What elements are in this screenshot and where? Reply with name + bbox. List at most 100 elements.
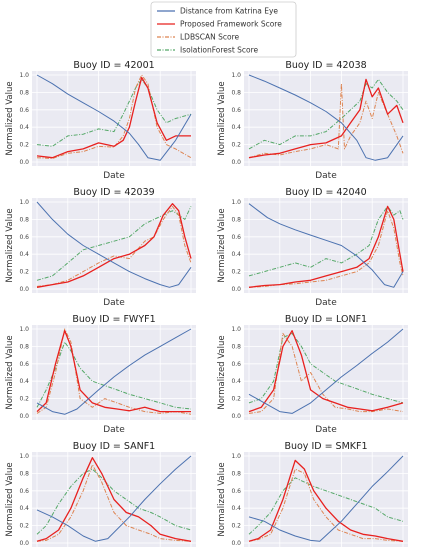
y-tick-label: 0.8 (19, 216, 29, 223)
series-line (248, 203, 404, 288)
y-tick-label: 0.2 (231, 396, 241, 403)
panel: 0.0 0.2 0.4 0.6 0.8 1.0 Buoy ID = 42001 Normali… (5, 60, 196, 181)
y-tick-label: 0.0 (231, 286, 241, 293)
series-line (36, 205, 192, 287)
legend: Distance from Katrina Eye Proposed Framew… (150, 1, 297, 58)
series-line (36, 74, 192, 161)
y-tick-label: 1.0 (231, 453, 241, 460)
y-tick-label: 0.8 (231, 216, 241, 223)
y-tick-label: 0.0 (231, 159, 241, 166)
series-line (36, 203, 192, 288)
series-line (36, 201, 192, 288)
plot-area (244, 325, 408, 420)
y-axis-label: Normalized Value (5, 462, 15, 536)
x-axis-label: Date (315, 298, 337, 308)
panel: 0.0 0.2 0.4 0.6 0.8 1.0 Buoy ID = SMKF1 Normali… (217, 441, 408, 547)
y-tick-label: 0.0 (19, 413, 29, 420)
series-line (248, 332, 404, 404)
y-axis-label: Normalized Value (217, 335, 227, 409)
y-tick-label: 0.4 (231, 251, 241, 258)
y-tick-label: 0.8 (19, 343, 29, 350)
series-line (36, 455, 192, 542)
y-axis-label: Normalized Value (217, 462, 227, 536)
y-tick-label: 0.4 (19, 378, 29, 385)
panel-title: Buoy ID = SMKF1 (284, 441, 367, 452)
series-line (36, 341, 192, 410)
legend-label: IsolationForest Score (180, 46, 259, 55)
y-tick-label: 1.0 (231, 199, 241, 206)
plot-area (244, 452, 408, 547)
y-tick-label: 0.4 (19, 124, 29, 131)
y-axis-label: Normalized Value (217, 208, 227, 282)
panel-title: Buoy ID = 42001 (73, 60, 154, 71)
y-tick-label: 0.6 (19, 234, 29, 241)
y-tick-label: 0.0 (231, 540, 241, 547)
series-line (248, 328, 404, 414)
y-tick-label: 1.0 (19, 199, 29, 206)
y-tick-label: 1.0 (231, 72, 241, 79)
panel-title: Buoy ID = 42038 (285, 60, 366, 71)
series-line (36, 74, 192, 159)
x-axis-label: Date (315, 171, 337, 181)
plot-area (244, 198, 408, 293)
y-tick-label: 1.0 (19, 72, 29, 79)
panel: 0.0 0.2 0.4 0.6 0.8 1.0 Buoy ID = 42039 Normali… (5, 187, 196, 308)
series-line (36, 468, 192, 535)
y-tick-label: 0.0 (19, 540, 29, 547)
y-tick-label: 0.4 (231, 505, 241, 512)
y-tick-label: 0.4 (19, 505, 29, 512)
legend-label: Distance from Katrina Eye (180, 7, 278, 16)
y-tick-label: 0.2 (19, 396, 29, 403)
y-tick-label: 0.0 (19, 286, 29, 293)
legend-frame (150, 1, 297, 58)
series-line (36, 330, 191, 413)
series-line (36, 464, 192, 542)
series-line (248, 205, 404, 277)
plot-area (244, 71, 408, 166)
y-axis-label: Normalized Value (5, 208, 15, 282)
y-tick-label: 0.6 (231, 488, 241, 495)
plot-area (32, 198, 196, 293)
y-tick-label: 0.6 (19, 361, 29, 368)
y-tick-label: 0.6 (231, 234, 241, 241)
y-tick-label: 0.2 (231, 142, 241, 149)
plot-area (32, 71, 196, 166)
series-line (248, 332, 404, 414)
x-axis-label: Date (103, 425, 125, 435)
series-line (248, 455, 404, 542)
y-tick-label: 0.8 (231, 470, 241, 477)
panel-title: Buoy ID = 42039 (73, 187, 154, 198)
y-tick-label: 0.2 (231, 269, 241, 276)
panel: 0.0 0.2 0.4 0.6 0.8 1.0 Buoy ID = 42038 Normali… (217, 60, 408, 181)
panel: 0.0 0.2 0.4 0.6 0.8 1.0 Buoy ID = LONF1 Normali… (217, 314, 408, 435)
panel-title: Buoy ID = LONF1 (285, 314, 367, 325)
y-tick-label: 0.2 (231, 523, 241, 530)
y-tick-label: 0.0 (231, 413, 241, 420)
series-line (248, 83, 404, 159)
panel-title: Buoy ID = FWYF1 (72, 314, 155, 325)
y-tick-label: 0.8 (231, 343, 241, 350)
legend-label: LDBSCAN Score (180, 33, 239, 42)
series-line (36, 76, 191, 159)
y-tick-label: 0.4 (231, 124, 241, 131)
y-tick-label: 0.8 (231, 89, 241, 96)
x-axis-label: Date (103, 171, 125, 181)
series-line (248, 78, 404, 159)
series-line (36, 328, 192, 415)
y-tick-label: 0.0 (19, 159, 29, 166)
y-tick-label: 1.0 (231, 326, 241, 333)
series-line (36, 78, 192, 147)
panel: 0.0 0.2 0.4 0.6 0.8 1.0 Buoy ID = 42040 Normali… (217, 187, 408, 308)
y-axis-label: Normalized Value (5, 81, 15, 155)
panel: 0.0 0.2 0.4 0.6 0.8 1.0 Buoy ID = SANF1 Normali… (5, 441, 196, 547)
y-tick-label: 0.6 (231, 361, 241, 368)
series-line (36, 328, 192, 415)
y-tick-label: 0.6 (231, 107, 241, 114)
series-line (248, 468, 404, 542)
y-tick-label: 0.8 (19, 470, 29, 477)
y-tick-label: 0.6 (19, 107, 29, 114)
series-line (36, 457, 192, 542)
panel-title: Buoy ID = SANF1 (73, 441, 155, 452)
y-tick-label: 0.8 (19, 89, 29, 96)
